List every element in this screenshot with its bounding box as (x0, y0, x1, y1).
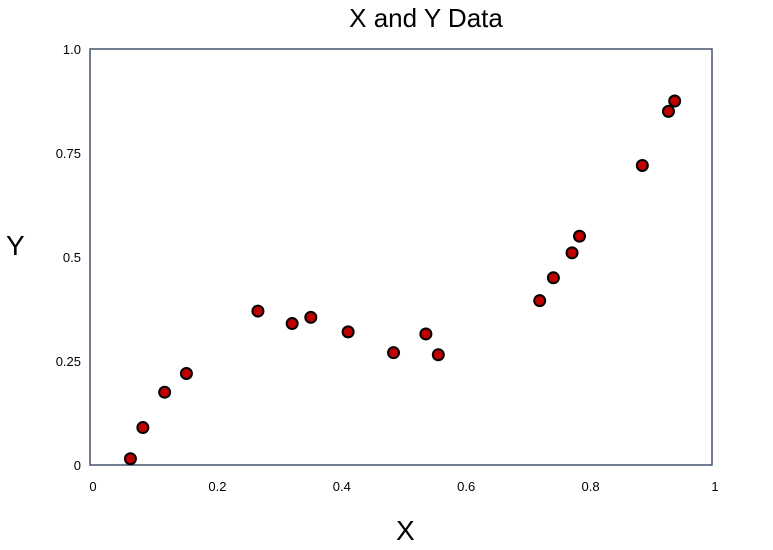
x-axis-label: X (396, 515, 415, 546)
data-point (304, 310, 318, 324)
x-tick-label: 1 (711, 479, 718, 494)
data-point (123, 452, 137, 466)
x-tick-label: 0 (89, 479, 96, 494)
data-point (179, 366, 193, 380)
data-point (668, 94, 682, 108)
data-point (341, 325, 355, 339)
data-point (635, 158, 649, 172)
data-point (158, 385, 172, 399)
y-tick-labels: 0 0.25 0.5 0.75 1.0 (56, 42, 81, 473)
data-point (533, 294, 547, 308)
y-tick-label: 0.25 (56, 354, 81, 369)
data-point (251, 304, 265, 318)
x-tick-labels: 0 0.2 0.4 0.6 0.8 1 (89, 479, 718, 494)
data-point (565, 246, 579, 260)
data-point (419, 327, 433, 341)
data-point (285, 317, 299, 331)
x-tick-label: 0.4 (333, 479, 351, 494)
data-point (387, 346, 401, 360)
data-point (661, 104, 675, 118)
data-point (546, 271, 560, 285)
y-tick-label: 0.5 (63, 250, 81, 265)
data-points (123, 94, 682, 466)
y-tick-label: 1.0 (63, 42, 81, 57)
data-point (136, 421, 150, 435)
plot-area (89, 48, 713, 466)
data-point (573, 229, 587, 243)
chart-title: X and Y Data (349, 3, 503, 33)
x-tick-label: 0.8 (582, 479, 600, 494)
y-tick-label: 0.75 (56, 146, 81, 161)
y-axis-label: Y (6, 230, 25, 261)
data-point (431, 348, 445, 362)
x-tick-label: 0.2 (208, 479, 226, 494)
x-tick-label: 0.6 (457, 479, 475, 494)
y-tick-label: 0 (74, 458, 81, 473)
